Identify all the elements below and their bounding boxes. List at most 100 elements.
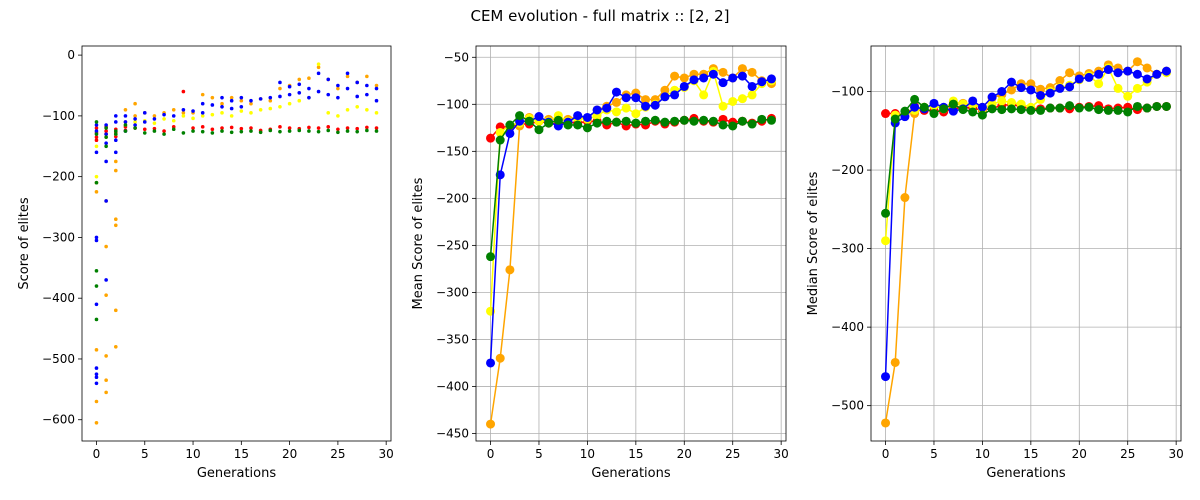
scatter-point — [365, 92, 369, 97]
series-marker — [621, 103, 631, 113]
scatter-point — [307, 129, 311, 133]
scatter-point — [258, 108, 263, 112]
scatter-point — [287, 101, 292, 106]
scatter-point — [133, 123, 137, 127]
scatter-point — [94, 235, 99, 240]
y-tick-label: −300 — [436, 285, 469, 299]
scatter-point — [345, 71, 350, 76]
scatter-point — [249, 129, 253, 133]
x-tick-label: 0 — [487, 447, 495, 461]
series-marker — [505, 265, 515, 275]
scatter-point — [336, 83, 340, 88]
series-marker — [900, 106, 910, 116]
series-marker — [1161, 66, 1171, 76]
scatter-point — [326, 111, 331, 115]
series-marker — [641, 116, 651, 126]
scatter-point — [249, 111, 253, 115]
scatter-point — [336, 86, 340, 91]
scatter-point — [162, 129, 166, 133]
y-tick-label: −300 — [42, 230, 75, 244]
scatter-point — [94, 123, 99, 127]
series-marker — [660, 92, 670, 102]
scatter-point — [345, 108, 350, 112]
series-marker — [486, 419, 496, 429]
scatter-point — [220, 104, 224, 109]
series-marker — [1026, 79, 1036, 89]
scatter-point — [336, 114, 340, 118]
scatter-point — [355, 94, 360, 99]
x-tick-label: 15 — [1023, 447, 1038, 461]
series-marker — [1026, 105, 1036, 115]
scatter-point — [94, 126, 99, 130]
scatter-point — [239, 98, 244, 103]
series-marker — [977, 102, 987, 112]
series-marker — [968, 96, 978, 106]
x-tick-label: 15 — [628, 447, 643, 461]
series-marker — [1142, 103, 1152, 113]
scatter-point — [171, 118, 176, 123]
y-tick-label: −200 — [42, 170, 75, 184]
x-tick-label: 15 — [234, 447, 249, 461]
scatter-point — [316, 71, 321, 76]
series-marker — [747, 119, 757, 129]
x-tick-label: 25 — [1120, 447, 1135, 461]
series-marker — [1045, 88, 1055, 98]
scatter-point — [113, 223, 118, 228]
scatter-point — [152, 114, 157, 118]
x-tick-label: 25 — [725, 447, 740, 461]
scatter-point — [191, 129, 195, 133]
series-marker — [977, 110, 987, 120]
series-marker — [515, 111, 525, 121]
scatter-point — [307, 95, 311, 100]
series-marker — [890, 357, 900, 367]
scatter-point — [355, 129, 360, 134]
scatter-point — [374, 83, 379, 88]
series-marker — [495, 135, 505, 145]
scatter-point — [200, 129, 205, 134]
series-marker — [1055, 76, 1065, 86]
scatter-point — [374, 111, 379, 115]
series-marker — [670, 71, 680, 81]
series-marker — [900, 193, 910, 203]
scatter-point — [229, 114, 234, 118]
series-marker — [650, 115, 660, 125]
y-tick-label: −250 — [436, 238, 469, 252]
series-marker — [1132, 57, 1142, 67]
x-tick-label: 10 — [185, 447, 200, 461]
series-marker — [1006, 98, 1016, 108]
series-marker — [573, 120, 583, 130]
scatter-point — [104, 129, 108, 133]
series-marker — [592, 105, 602, 115]
figure-title: CEM evolution - full matrix :: [2, 2] — [470, 7, 730, 25]
plot-frame — [81, 45, 392, 442]
scatter-point — [162, 112, 166, 117]
series-marker — [505, 128, 515, 138]
x-tick-label: 30 — [774, 447, 789, 461]
scatter-point — [104, 126, 108, 130]
y-tick-label: −500 — [42, 352, 75, 366]
y-tick-label: −400 — [42, 291, 75, 305]
series-marker — [910, 102, 920, 112]
scatter-point — [113, 217, 118, 221]
series-marker — [1103, 105, 1113, 115]
scatter-point — [316, 62, 321, 67]
series-marker — [881, 372, 891, 382]
series-marker — [747, 90, 757, 100]
series-marker — [1036, 90, 1046, 100]
scatter-point — [191, 126, 195, 130]
scatter-point — [94, 372, 99, 376]
series-marker — [1074, 103, 1084, 113]
y-tick-label: −400 — [436, 379, 469, 393]
x-tick-label: 20 — [677, 447, 692, 461]
scatter-point — [326, 77, 331, 82]
series-marker — [486, 252, 496, 262]
series-marker — [1123, 66, 1133, 76]
series-marker — [631, 118, 641, 128]
scatter-point — [94, 174, 99, 179]
chart-panel-2: 0 5 10 15 20 25 30 −50 −100 −150 −200 −250 −300 −350 −… — [411, 45, 789, 481]
scatter-point — [142, 111, 147, 115]
scatter-point — [113, 129, 118, 133]
scatter-point — [374, 126, 379, 130]
scatter-point — [113, 308, 118, 313]
series-marker — [1142, 63, 1152, 73]
